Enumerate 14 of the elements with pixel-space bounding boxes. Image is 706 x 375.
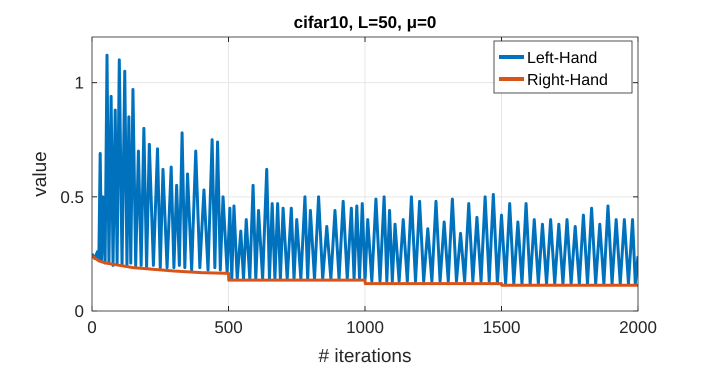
y-tick-label: 0.5 [60,188,84,207]
legend-label: Left-Hand [527,50,598,67]
y-tick-label: 1 [74,74,84,93]
x-tick-label: 1000 [346,318,384,337]
y-tick-label: 0 [74,302,84,321]
x-tick-label: 500 [214,318,243,337]
legend-label: Right-Hand [527,72,608,89]
line-series [92,254,638,287]
chart-title: cifar10, L=50, μ=0 [294,13,436,32]
x-axis-title: # iterations [318,346,412,367]
x-tick-label: 1500 [482,318,520,337]
x-tick-label: 2000 [619,318,657,337]
x-tick-label: 0 [87,318,97,337]
y-axis-title: value [30,151,51,197]
